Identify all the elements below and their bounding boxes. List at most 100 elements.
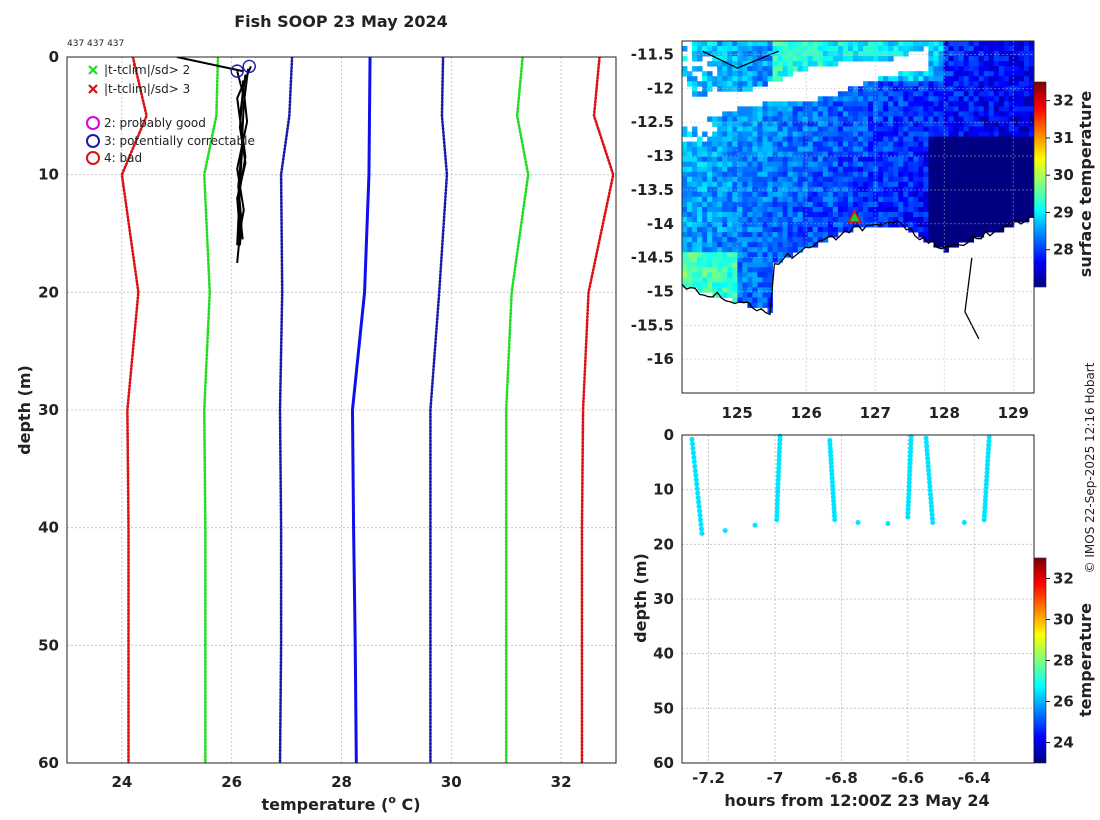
sst-cell [1023, 56, 1030, 62]
sst-cell [807, 156, 814, 163]
sst-cell [873, 151, 879, 158]
sst-cell [993, 61, 1000, 67]
sst-cell [933, 237, 939, 243]
sst-cell [787, 232, 794, 238]
sst-cell [983, 121, 990, 127]
sst-cell [878, 111, 884, 117]
sst-cell [712, 61, 718, 67]
sst-cell [782, 161, 788, 168]
sst-cell [1013, 136, 1020, 142]
sst-cell [913, 161, 919, 168]
sst-cell [737, 41, 743, 47]
sst-cell [702, 247, 708, 253]
sst-cell [923, 121, 929, 127]
sst-cell [837, 101, 844, 107]
sst-cell [682, 211, 688, 218]
cast-point [774, 501, 780, 507]
cast-point [698, 526, 704, 532]
sst-cell [807, 201, 814, 208]
sst-cell [742, 297, 748, 303]
sst-cell [858, 51, 864, 57]
sst-cell [988, 86, 995, 92]
sst-cell [792, 222, 799, 228]
sst-cell [938, 196, 944, 203]
sst-cell [807, 106, 814, 112]
sst-cell [712, 242, 718, 248]
sst-cell [963, 126, 970, 132]
sst-cell [717, 151, 723, 158]
sst-cell [767, 232, 773, 238]
depth-tick-label: 30 [653, 590, 674, 608]
sst-cell [913, 222, 919, 228]
sst-cell [807, 111, 814, 117]
sst-cell [938, 242, 944, 248]
sst-cell [837, 41, 844, 47]
sst-cell [712, 161, 718, 168]
sst-cell [948, 131, 954, 137]
sst-cell [707, 76, 713, 82]
sst-cell [827, 146, 834, 153]
sst-cell [722, 267, 728, 273]
sst-cell [973, 46, 980, 52]
sst-cell [817, 61, 824, 67]
sst-cell [1008, 56, 1015, 62]
sst-cell [687, 252, 693, 258]
sst-cell [908, 126, 914, 132]
sst-cell [752, 196, 758, 203]
sst-cell [1018, 217, 1025, 223]
sst-cell [993, 131, 1000, 137]
sst-cell [958, 217, 964, 223]
sst-cell [692, 222, 698, 228]
sst-cell [988, 81, 995, 87]
sst-cell [737, 227, 743, 233]
sst-cell [847, 101, 854, 107]
sst-cell [978, 46, 985, 52]
sst-cell [983, 116, 990, 122]
sst-cell [792, 201, 799, 208]
sst-cell [757, 76, 763, 82]
sst-cell [837, 56, 844, 62]
sst-cell [933, 76, 939, 82]
sst-cell [993, 171, 1000, 178]
sst-cell [973, 191, 980, 198]
sst-cell [822, 101, 829, 107]
sst-cell [707, 51, 713, 57]
sst-cell [787, 151, 794, 158]
sst-cell [752, 287, 758, 293]
sst-cell [812, 232, 819, 238]
sst-cell [1028, 191, 1034, 198]
sst-cell [802, 116, 809, 122]
sst-cell [702, 262, 708, 268]
sst-cell [923, 81, 929, 87]
sst-cell [792, 156, 799, 163]
sst-cell [717, 211, 723, 218]
sst-cell [923, 196, 929, 203]
sst-cell [903, 211, 909, 218]
sst-cell [933, 81, 939, 87]
sst-cell [737, 287, 743, 293]
sst-cell [712, 282, 718, 288]
sst-cell [1018, 141, 1025, 147]
sst-cell [898, 156, 904, 163]
sst-cell [832, 211, 839, 218]
cast-point [928, 499, 934, 505]
sst-cell [757, 277, 763, 283]
sst-cell [908, 81, 914, 87]
sst-cell [717, 46, 723, 52]
cast-point [774, 509, 780, 515]
sst-cell [797, 116, 804, 122]
sst-cell [963, 96, 970, 102]
sst-cell [1008, 41, 1015, 47]
sst-cell [707, 277, 713, 283]
sst-cell [717, 181, 723, 188]
sst-cell [682, 201, 688, 208]
sst-cell [847, 96, 854, 102]
sst-cell [687, 156, 693, 163]
bottom-point [885, 521, 891, 527]
sst-cell [767, 217, 773, 223]
sst-cell [762, 156, 768, 163]
sst-cell [732, 252, 738, 258]
sst-cell [767, 106, 773, 112]
sst-cell [762, 146, 768, 153]
sst-cell [797, 61, 804, 67]
